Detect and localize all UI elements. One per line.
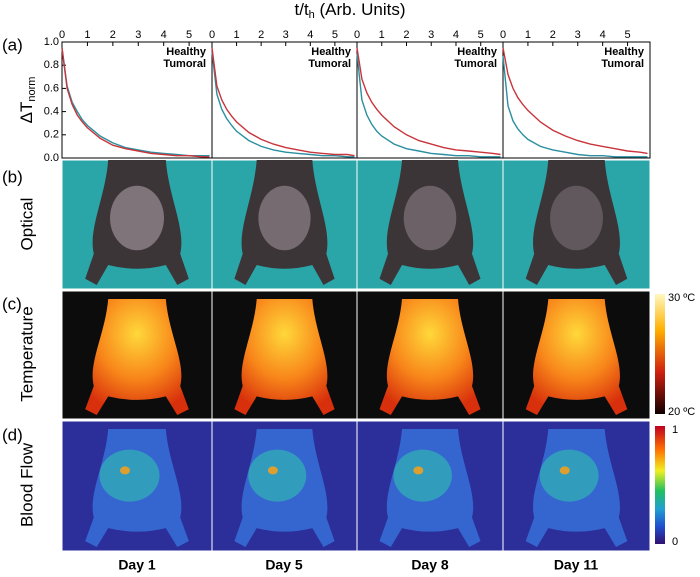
y-axis-label-sub: norm bbox=[26, 77, 38, 102]
skin-highlight bbox=[110, 185, 164, 251]
y-tick-label: 0.6 bbox=[44, 82, 59, 94]
day-label: Day 11 bbox=[554, 557, 599, 573]
series-line bbox=[502, 55, 648, 158]
x-tick-label: 3 bbox=[575, 29, 581, 41]
day-label: Day 5 bbox=[265, 557, 303, 573]
skin-highlight bbox=[550, 185, 603, 251]
mouse-silhouette bbox=[85, 299, 189, 415]
flow-region bbox=[248, 449, 307, 502]
x-tick-label: 2 bbox=[403, 29, 409, 41]
row-label: Optical bbox=[17, 198, 36, 251]
flow-hotspot bbox=[413, 466, 424, 475]
mouse-silhouette bbox=[234, 160, 335, 285]
flow-region bbox=[393, 449, 452, 502]
series-line bbox=[356, 47, 501, 156]
flow-hotspot bbox=[120, 466, 130, 475]
series-line bbox=[502, 47, 648, 155]
panel-label: (d) bbox=[2, 425, 23, 444]
x-tick-label: 5 bbox=[478, 29, 484, 41]
flow-colorbar bbox=[655, 426, 665, 544]
flow-region bbox=[99, 449, 160, 502]
x-tick-label: 2 bbox=[110, 29, 116, 41]
mouse-silhouette bbox=[525, 299, 628, 415]
day-label: Day 8 bbox=[411, 557, 449, 573]
legend-label: Healthy bbox=[166, 46, 207, 58]
x-tick-label: 4 bbox=[307, 29, 313, 41]
x-tick-label: 1 bbox=[525, 29, 531, 41]
x-axis-label-sub: h bbox=[309, 9, 315, 21]
x-tick-label: 1 bbox=[234, 29, 240, 41]
x-tick-label: 4 bbox=[453, 29, 459, 41]
x-tick-label: 3 bbox=[428, 29, 434, 41]
legend-label: Healthy bbox=[311, 46, 352, 58]
legend-label: Tumoral bbox=[454, 58, 497, 70]
x-tick-label: 0 bbox=[500, 29, 506, 41]
panel-label: (c) bbox=[2, 294, 22, 313]
row-label: Blood Flow bbox=[17, 442, 36, 527]
x-tick-label: 1 bbox=[379, 29, 385, 41]
x-axis-label: t/th (Arb. Units) bbox=[295, 0, 406, 20]
x-tick-label: 5 bbox=[186, 29, 192, 41]
mouse-silhouette bbox=[234, 299, 335, 415]
flow-hotspot bbox=[559, 466, 570, 475]
colorbar-label: 1 bbox=[672, 424, 678, 436]
y-tick-label: 0.4 bbox=[44, 106, 59, 118]
mouse-silhouette bbox=[379, 160, 481, 285]
series-line bbox=[211, 47, 355, 157]
x-axis-label-rest: (Arb. Units) bbox=[315, 0, 406, 19]
x-tick-label: 3 bbox=[135, 29, 141, 41]
x-tick-label: 4 bbox=[161, 29, 167, 41]
series-line bbox=[356, 53, 501, 158]
x-tick-label: 3 bbox=[283, 29, 289, 41]
plot-frame bbox=[61, 41, 213, 159]
x-tick-label: 2 bbox=[258, 29, 264, 41]
plot-frame bbox=[211, 41, 358, 159]
legend-label: Tumoral bbox=[163, 58, 206, 70]
x-tick-label: 2 bbox=[550, 29, 556, 41]
colorbar-label: 20 ºC bbox=[668, 406, 695, 418]
colorbar-label: 0 bbox=[672, 536, 678, 548]
x-tick-label: 1 bbox=[84, 29, 90, 41]
mouse-silhouette bbox=[379, 299, 481, 415]
temperature-colorbar bbox=[655, 294, 665, 414]
skin-highlight bbox=[258, 185, 311, 251]
panel-label: (a) bbox=[2, 35, 23, 54]
x-axis-label-main: t/t bbox=[295, 0, 309, 19]
day-label: Day 1 bbox=[118, 557, 156, 573]
panel-label: (b) bbox=[2, 167, 23, 186]
x-tick-label: 4 bbox=[600, 29, 606, 41]
y-tick-label: 0.2 bbox=[44, 129, 59, 141]
legend-label: Healthy bbox=[604, 46, 645, 58]
colorbar-label: 30 ºC bbox=[668, 292, 695, 304]
flow-hotspot bbox=[267, 466, 278, 475]
x-tick-label: 0 bbox=[59, 29, 65, 41]
x-tick-label: 5 bbox=[332, 29, 338, 41]
y-axis-label-main: ΔT bbox=[17, 102, 36, 124]
mouse-silhouette bbox=[525, 160, 628, 285]
y-tick-label: 0.0 bbox=[44, 152, 59, 164]
flow-region bbox=[539, 449, 599, 502]
series-line bbox=[61, 47, 210, 158]
y-tick-label: 1.0 bbox=[44, 36, 59, 48]
legend-label: Tumoral bbox=[601, 58, 644, 70]
x-tick-label: 0 bbox=[354, 29, 360, 41]
y-axis-label: ΔTnorm bbox=[17, 77, 37, 124]
skin-highlight bbox=[403, 185, 457, 251]
legend-label: Tumoral bbox=[308, 58, 351, 70]
row-label: Temperature bbox=[17, 306, 36, 401]
plot-frame bbox=[356, 41, 504, 159]
y-tick-label: 0.8 bbox=[44, 59, 59, 71]
series-line bbox=[211, 51, 355, 158]
x-tick-label: 5 bbox=[625, 29, 631, 41]
legend-label: Healthy bbox=[457, 46, 498, 58]
x-tick-label: 0 bbox=[209, 29, 215, 41]
